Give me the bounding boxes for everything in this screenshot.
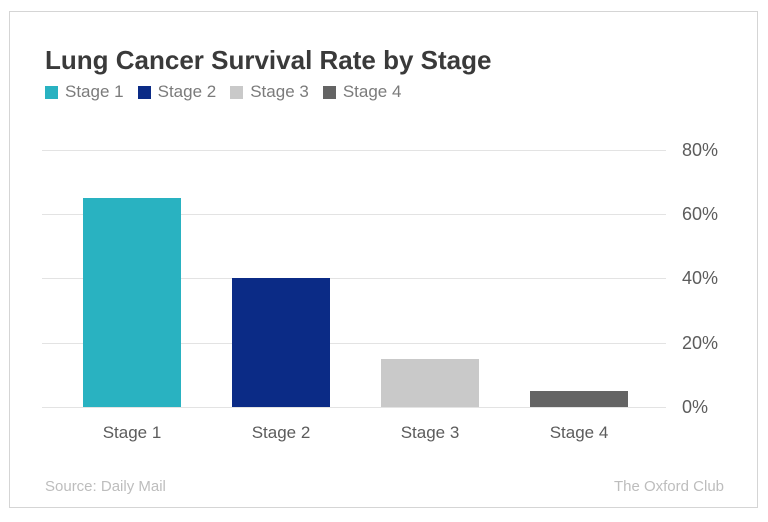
chart-title: Lung Cancer Survival Rate by Stage xyxy=(45,45,492,75)
y-tick-label: 40% xyxy=(682,268,719,288)
legend-swatch-icon xyxy=(230,85,244,99)
gridline-40% xyxy=(42,278,666,279)
bar-stage-2 xyxy=(232,278,330,407)
y-tick-label: 80% xyxy=(682,140,719,160)
y-tick-label: 0% xyxy=(682,397,709,417)
legend-item-3: Stage 3 xyxy=(230,82,309,102)
x-axis-label: Stage 4 xyxy=(549,423,609,442)
legend-label: Stage 4 xyxy=(342,82,402,101)
y-tick-label: 60% xyxy=(682,204,719,224)
chart-card: Lung Cancer Survival Rate by Stage Stage… xyxy=(9,11,758,508)
legend-label: Stage 2 xyxy=(157,82,217,101)
bar-stage-4 xyxy=(530,391,628,407)
gridline-20% xyxy=(42,343,666,344)
x-axis-label: Stage 3 xyxy=(400,423,460,442)
source-label: Source: Daily Mail xyxy=(45,478,166,495)
bar-stage-3 xyxy=(381,359,479,407)
legend-swatch-icon xyxy=(45,85,58,99)
x-axis-label: Stage 1 xyxy=(102,423,162,442)
footer: Source: Daily Mail The Oxford Club xyxy=(45,478,724,495)
x-axis-label: Stage 2 xyxy=(251,423,311,442)
attribution-label: The Oxford Club xyxy=(613,478,724,495)
y-tick-label: 20% xyxy=(682,333,719,353)
legend-label: Stage 1 xyxy=(65,82,124,101)
gridline-60% xyxy=(42,214,666,215)
legend: Stage 1 Stage 2 Stage 3 Stage 4 xyxy=(45,82,401,102)
legend-item-4: Stage 4 xyxy=(322,82,402,102)
legend-swatch-icon xyxy=(137,85,151,99)
bar-stage-1 xyxy=(83,198,181,407)
legend-swatch-icon xyxy=(322,85,336,99)
legend-item-2: Stage 2 xyxy=(137,82,217,102)
legend-label: Stage 3 xyxy=(250,82,309,101)
gridline-80% xyxy=(42,150,666,151)
gridline-0% xyxy=(42,407,666,408)
x-axis-labels: Stage 1 Stage 2 Stage 3 Stage 4 xyxy=(42,419,666,449)
plot-area: 0% 20% 40% 60% 80% xyxy=(42,119,718,417)
legend-item-1: Stage 1 xyxy=(45,82,124,102)
